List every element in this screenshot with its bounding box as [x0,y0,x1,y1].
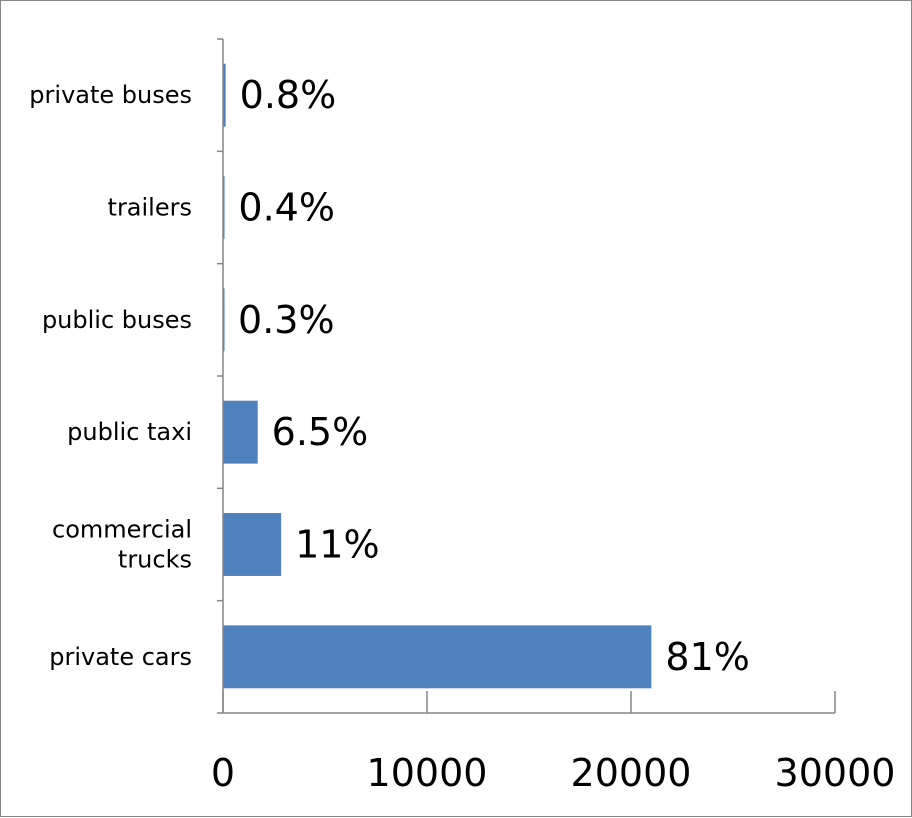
bar [223,63,226,127]
data-label: 0.3% [238,298,335,342]
data-label: 0.4% [238,186,335,230]
category-label-line: public taxi [67,418,192,446]
bar [223,625,652,689]
x-tick-label: 30000 [775,751,896,795]
category-label-line: public buses [42,306,192,334]
x-tick-label: 20000 [571,751,692,795]
bar [223,513,282,576]
bar [223,400,258,464]
category-labels-group: private buses trailers public buses public … [29,81,192,671]
category-label: trailers [108,194,192,222]
category-label-line: private cars [49,643,192,671]
x-tick-labels-group: 0 10000 20000 30000 [211,751,896,795]
category-label: public buses [42,306,192,334]
data-labels-group: 0.8% 0.4% 0.3% 6.5% 11% 81% [238,73,750,679]
category-label-line: trailers [108,194,192,222]
data-label: 6.5% [272,410,369,454]
category-label: commercial trucks [52,516,192,574]
data-label: 0.8% [240,73,337,117]
category-label-line: commercial [52,516,192,544]
data-label: 81% [665,635,749,679]
x-tick-label: 10000 [367,751,488,795]
category-label: public taxi [67,418,192,446]
category-label-line: trucks [118,546,192,574]
category-label: private buses [29,81,192,109]
x-tick-label: 0 [211,751,235,795]
axes-group [217,38,836,714]
data-label: 11% [295,523,379,567]
category-label: private cars [49,643,192,671]
bars-group [223,63,652,689]
category-label-line: private buses [29,81,192,109]
